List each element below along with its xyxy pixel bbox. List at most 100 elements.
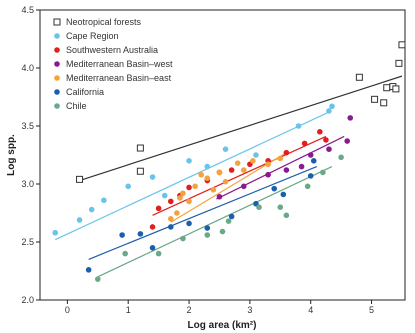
data-point <box>395 59 403 67</box>
legend-marker <box>54 75 60 81</box>
data-point <box>136 144 144 152</box>
data-point <box>277 155 284 162</box>
data-point <box>277 204 284 210</box>
data-point <box>210 187 217 193</box>
data-point <box>198 171 205 178</box>
data-point <box>186 184 192 191</box>
legend-label: Southwestern Australia <box>66 45 158 55</box>
y-tick-label: 2.0 <box>21 295 34 305</box>
data-point <box>76 175 84 183</box>
y-tick-label: 3.5 <box>21 121 34 131</box>
data-point <box>76 217 83 223</box>
y-tick-label: 2.5 <box>21 237 34 247</box>
data-point <box>167 216 174 222</box>
x-tick-label: 2 <box>187 305 192 315</box>
legend: Neotropical forests Cape Region Southweste… <box>53 17 173 111</box>
data-point <box>161 192 168 199</box>
fit-line <box>79 75 403 182</box>
data-point <box>186 158 192 164</box>
data-point <box>149 245 156 251</box>
data-point <box>326 146 332 152</box>
data-point <box>180 235 186 242</box>
x-tick-label: 1 <box>126 305 131 315</box>
data-point <box>383 84 391 92</box>
legend-label: Neotropical forests <box>66 17 142 27</box>
data-point <box>283 149 290 156</box>
legend-label: California <box>66 87 104 97</box>
data-point <box>222 146 229 152</box>
data-point <box>240 167 247 173</box>
legend-marker <box>54 61 60 67</box>
data-point <box>137 231 144 237</box>
x-tick-label: 0 <box>65 305 70 315</box>
data-point <box>149 224 156 230</box>
data-point <box>283 212 290 219</box>
data-point <box>323 137 329 143</box>
legend-marker <box>54 103 60 109</box>
legend-marker <box>54 89 60 95</box>
legend-label: Mediterranean Basin–east <box>66 73 172 83</box>
y-axis-label: Log spp. <box>6 134 17 176</box>
data-point <box>85 267 92 273</box>
data-point <box>256 204 262 210</box>
y-tick-label: 4.5 <box>21 5 34 15</box>
fit-line <box>88 166 318 260</box>
fit-line <box>152 135 327 216</box>
legend-marker <box>54 47 60 53</box>
data-point <box>101 197 107 204</box>
fit-line <box>54 111 330 241</box>
data-point <box>186 220 192 227</box>
data-point <box>222 178 229 185</box>
data-point <box>298 163 305 170</box>
x-tick-label: 4 <box>308 305 313 315</box>
legend-marker <box>54 33 60 39</box>
data-point <box>216 193 223 200</box>
x-tick-label: 5 <box>369 305 374 315</box>
data-point <box>204 232 211 238</box>
data-point <box>216 169 223 176</box>
legend-label: Chile <box>66 101 87 111</box>
data-point <box>155 250 162 257</box>
y-tick-label: 4.0 <box>21 63 34 73</box>
data-point <box>253 152 259 158</box>
data-point <box>94 276 101 282</box>
data-point <box>155 205 162 212</box>
data-point <box>271 185 278 192</box>
data-point <box>326 108 332 114</box>
data-point <box>344 138 351 144</box>
data-point <box>280 191 287 198</box>
data-point <box>295 123 302 129</box>
fit-line <box>216 135 345 200</box>
data-point <box>225 218 232 224</box>
legend-label: Cape Region <box>66 31 119 41</box>
x-tick-label: 3 <box>247 305 252 315</box>
data-point <box>228 167 235 173</box>
data-point <box>177 195 183 201</box>
data-point <box>88 206 95 213</box>
data-point <box>125 183 132 190</box>
legend-marker <box>53 18 61 26</box>
data-point <box>329 103 335 110</box>
data-point <box>338 154 344 161</box>
data-point <box>304 183 311 190</box>
data-point <box>122 250 128 257</box>
data-point <box>310 158 317 164</box>
data-point <box>371 95 379 103</box>
plot-frame <box>39 9 406 301</box>
legend-label: Mediterranean Basin–west <box>66 59 173 69</box>
data-point <box>192 183 198 190</box>
data-point <box>174 210 180 216</box>
y-tick-label: 3.0 <box>21 179 34 189</box>
data-point <box>228 213 235 220</box>
x-axis-label: Log area (km²) <box>188 320 257 331</box>
data-point <box>167 198 174 205</box>
data-point <box>380 99 388 107</box>
fit-line <box>97 166 333 278</box>
data-point <box>307 173 314 179</box>
data-point <box>320 169 326 176</box>
data-point <box>265 171 271 178</box>
data-point <box>234 160 241 166</box>
data-point <box>119 232 125 238</box>
